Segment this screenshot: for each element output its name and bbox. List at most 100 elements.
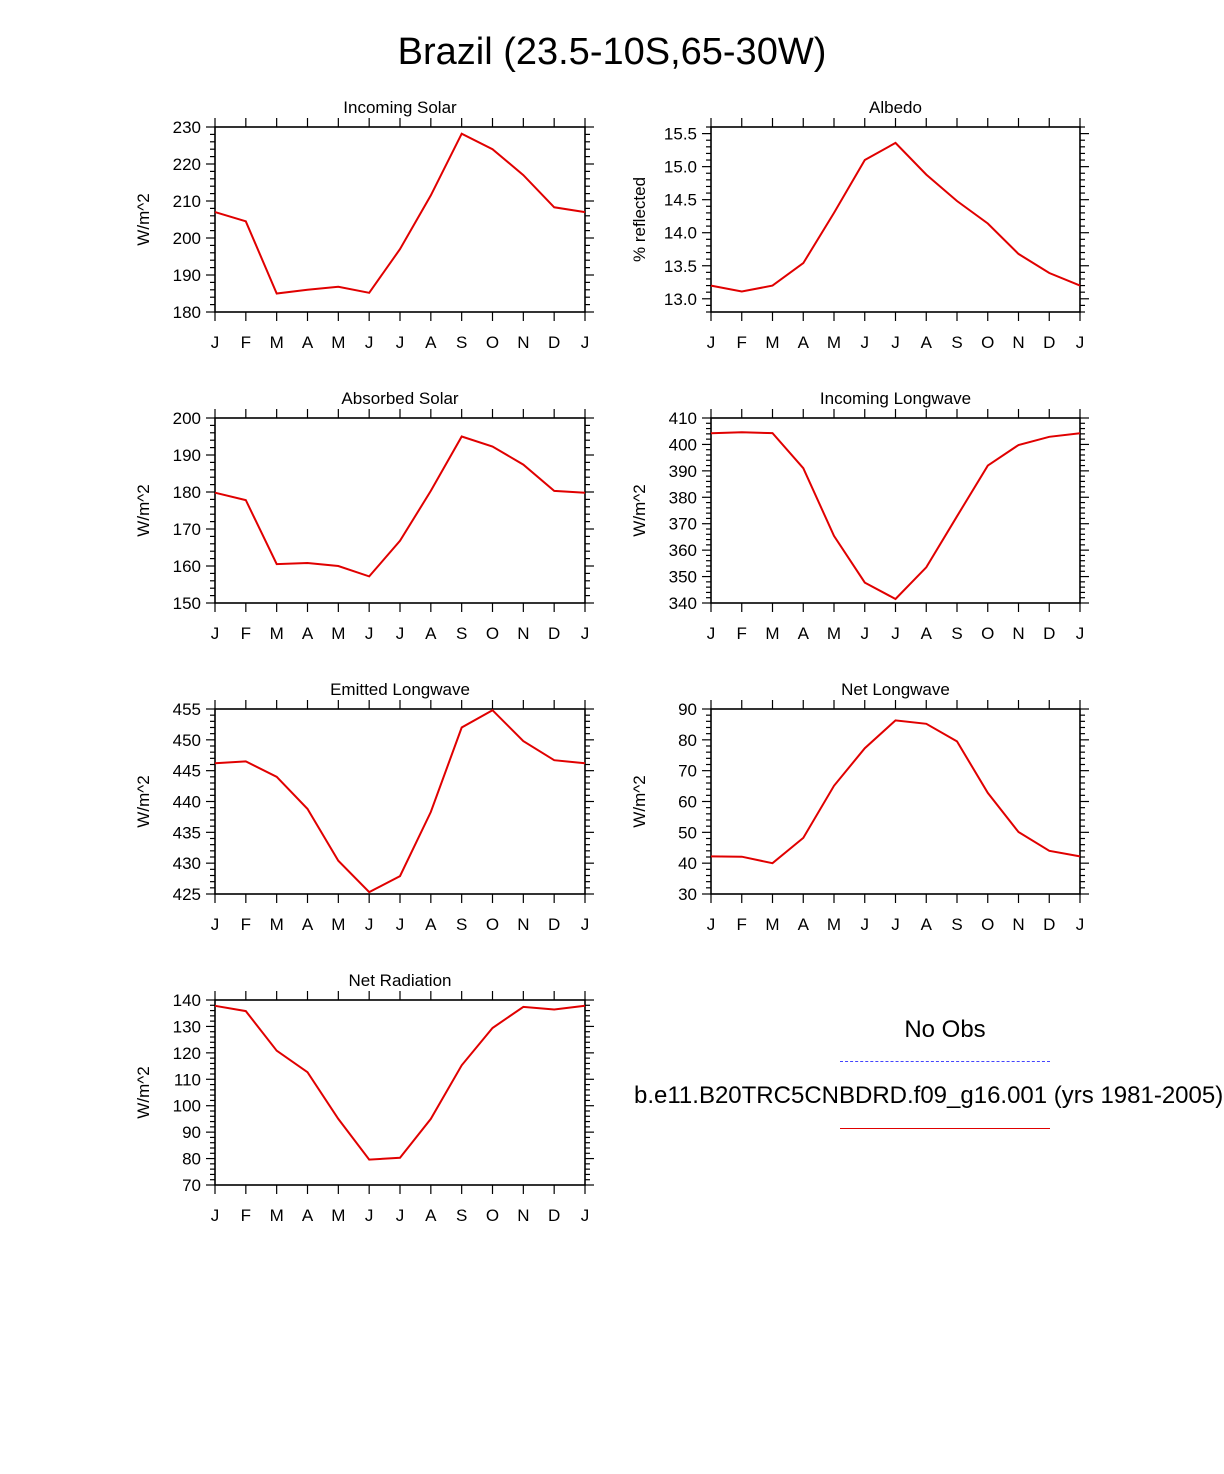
- y-tick-label: 100: [173, 1097, 201, 1116]
- x-tick-label: J: [707, 333, 716, 352]
- y-tick-label: 435: [173, 823, 201, 842]
- x-tick-label: M: [270, 624, 284, 643]
- series-line-1: [710, 141, 1081, 293]
- x-tick-label: O: [981, 915, 994, 934]
- x-tick-label: F: [241, 1206, 251, 1225]
- x-tick-label: S: [951, 915, 962, 934]
- y-axis-label: % reflected: [630, 177, 649, 262]
- x-tick-label: A: [425, 1206, 437, 1225]
- y-tick-label: 110: [174, 1070, 201, 1089]
- y-axis-label: W/m^2: [134, 1066, 153, 1118]
- x-tick-label: J: [1076, 333, 1085, 352]
- x-tick-label: N: [1012, 915, 1024, 934]
- x-tick-label: A: [302, 1206, 314, 1225]
- plot-frame: [214, 126, 586, 313]
- plot-frame: [710, 708, 1081, 895]
- y-tick-label: 455: [173, 700, 201, 719]
- x-tick-label: N: [1012, 333, 1024, 352]
- y-tick-label: 410: [669, 409, 697, 428]
- y-axis-label: W/m^2: [134, 484, 153, 536]
- plot-frame: [710, 417, 1081, 604]
- x-tick-label: A: [921, 915, 933, 934]
- y-tick-label: 400: [669, 435, 697, 454]
- x-tick-label: M: [270, 1206, 284, 1225]
- y-tick-label: 14.5: [664, 191, 697, 210]
- chart-title: Incoming Longwave: [820, 389, 971, 408]
- legend-obs-label: No Obs: [904, 1016, 986, 1043]
- page-title: Brazil (23.5-10S,65-30W): [397, 31, 827, 73]
- chart-panel-7: Net Radiation W/m^2 70 80 90 100 110 120 130 140 J…: [134, 971, 594, 1225]
- legend-model-line: [840, 1128, 1050, 1129]
- x-tick-label: S: [951, 624, 962, 643]
- y-tick-label: 340: [669, 594, 697, 613]
- x-tick-label: D: [1043, 624, 1055, 643]
- plot-frame: [214, 708, 586, 895]
- x-tick-label: O: [486, 915, 499, 934]
- x-tick-label: A: [921, 624, 933, 643]
- x-tick-label: S: [951, 333, 962, 352]
- y-tick-label: 170: [173, 520, 201, 539]
- x-tick-label: J: [211, 624, 220, 643]
- chart-title: Net Radiation: [348, 971, 451, 990]
- x-tick-label: A: [798, 624, 810, 643]
- x-tick-label: J: [861, 915, 870, 934]
- y-tick-label: 70: [678, 762, 697, 781]
- chart-title: Albedo: [869, 98, 922, 117]
- series-line-1: [214, 1004, 586, 1161]
- y-tick-label: 370: [669, 515, 697, 534]
- y-tick-label: 70: [182, 1176, 201, 1195]
- chart-title: Absorbed Solar: [341, 389, 459, 408]
- x-tick-label: M: [331, 915, 345, 934]
- y-tick-label: 360: [669, 541, 697, 560]
- x-tick-label: A: [302, 624, 314, 643]
- x-tick-label: F: [241, 915, 251, 934]
- y-tick-label: 15.5: [664, 125, 697, 144]
- y-tick-label: 90: [678, 700, 697, 719]
- y-tick-label: 220: [173, 155, 201, 174]
- x-tick-label: M: [331, 624, 345, 643]
- x-tick-label: J: [1076, 915, 1085, 934]
- y-tick-label: 430: [173, 854, 201, 873]
- y-tick-label: 130: [173, 1017, 201, 1036]
- x-tick-label: A: [302, 915, 314, 934]
- y-tick-label: 180: [173, 303, 201, 322]
- x-tick-label: A: [921, 333, 933, 352]
- plot-frame: [214, 417, 586, 604]
- y-tick-label: 350: [669, 568, 697, 587]
- y-tick-label: 13.0: [664, 290, 697, 309]
- x-tick-label: J: [211, 333, 220, 352]
- series-line-1: [214, 708, 586, 894]
- y-tick-label: 120: [173, 1044, 201, 1063]
- x-tick-label: M: [827, 624, 841, 643]
- y-tick-label: 30: [678, 885, 697, 904]
- y-tick-label: 150: [173, 594, 201, 613]
- y-tick-label: 190: [173, 266, 201, 285]
- chart-title: Net Longwave: [841, 680, 950, 699]
- x-tick-label: D: [1043, 333, 1055, 352]
- x-tick-label: F: [241, 333, 251, 352]
- y-tick-label: 380: [669, 488, 697, 507]
- y-tick-label: 50: [678, 823, 697, 842]
- x-tick-label: N: [517, 1206, 529, 1225]
- x-tick-label: J: [365, 333, 374, 352]
- x-tick-label: F: [737, 624, 747, 643]
- x-tick-label: M: [765, 333, 779, 352]
- x-tick-label: M: [331, 333, 345, 352]
- series-line-1: [710, 431, 1081, 601]
- x-tick-label: D: [1043, 915, 1055, 934]
- x-tick-label: J: [396, 333, 405, 352]
- x-tick-label: A: [425, 915, 437, 934]
- y-tick-label: 14.0: [664, 224, 697, 243]
- chart-panel-5: Emitted Longwave W/m^2 425 430 435 440 445 450 4…: [134, 680, 594, 934]
- y-tick-label: 60: [678, 793, 697, 812]
- x-tick-label: J: [396, 1206, 405, 1225]
- x-tick-label: S: [456, 915, 467, 934]
- x-tick-label: A: [798, 915, 810, 934]
- x-tick-label: J: [707, 624, 716, 643]
- x-tick-label: M: [765, 915, 779, 934]
- x-tick-label: J: [861, 624, 870, 643]
- x-tick-label: F: [737, 333, 747, 352]
